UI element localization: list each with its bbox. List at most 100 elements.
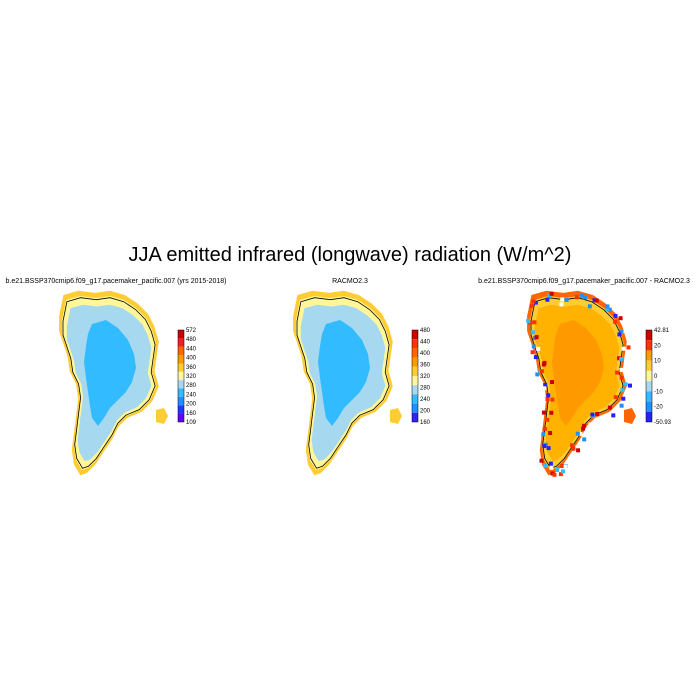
edge-cell: [581, 426, 586, 431]
edge-cell: [539, 369, 544, 374]
edge-cell: [628, 383, 632, 388]
colorbar-bin: [412, 394, 418, 404]
edge-cell: [536, 346, 541, 351]
edge-cell: [620, 388, 625, 393]
edge-cell: [613, 313, 618, 318]
panel-title-racmo: RACMO2.3: [332, 278, 368, 285]
colorbar-bin: [412, 366, 418, 376]
edge-cell: [543, 382, 548, 387]
figure-title: JJA emitted infrared (longwave) radiatio…: [128, 244, 572, 266]
ice-interior-zone: [84, 320, 136, 426]
edge-cell: [541, 410, 546, 415]
edge-cell: [605, 304, 610, 309]
colorbar-label: 572: [186, 328, 197, 334]
edge-cell: [619, 403, 624, 408]
colorbar-frame: [411, 329, 419, 423]
colorbar-frame: [645, 329, 653, 423]
edge-cell: [542, 444, 547, 449]
colorbar-label: 280: [186, 383, 197, 389]
colorbar-bin: [646, 381, 652, 392]
colorbar-bin: [646, 401, 652, 412]
ice-interior-zone: [552, 320, 604, 426]
edge-cell: [605, 307, 609, 311]
colorbar-label: 320: [186, 374, 197, 380]
edge-cell: [579, 293, 584, 298]
edge-cell: [588, 422, 593, 427]
colorbar-bin: [178, 330, 184, 339]
colorbar-label: 440: [420, 340, 431, 346]
edge-cell: [550, 397, 555, 402]
edge-cell: [526, 318, 531, 323]
colorbar-label: 20: [654, 343, 661, 349]
edge-cell: [530, 330, 535, 335]
edge-cell: [547, 293, 552, 298]
edge-cell: [618, 316, 623, 321]
edge-cell: [532, 320, 537, 325]
edge-cell: [607, 307, 612, 312]
edge-cell: [617, 332, 622, 337]
edge-cell: [626, 345, 631, 350]
coastline: [296, 297, 390, 469]
island: [390, 408, 402, 424]
colorbar-bin: [412, 403, 418, 413]
edge-cell: [533, 300, 538, 305]
edge-cell: [582, 437, 587, 442]
colorbar-label: 280: [420, 386, 431, 392]
colorbar-bin: [178, 413, 184, 422]
colorbar-label: 240: [420, 397, 431, 403]
colorbar-label: 160: [186, 411, 197, 417]
edge-cell: [535, 372, 540, 377]
colorbar-label: 0: [654, 374, 658, 380]
colorbar-bin: [646, 411, 652, 422]
colorbar-label: -10: [654, 389, 663, 395]
colorbar-bin: [646, 360, 652, 371]
edge-cell: [531, 344, 536, 349]
colorbar-label: 400: [420, 351, 431, 357]
edge-cell: [559, 302, 564, 307]
edge-cell: [560, 469, 565, 474]
map-racmo: 480 440 400 360 320 280 240 200 160: [293, 290, 431, 476]
colorbar-bin: [178, 405, 184, 414]
edge-cell: [628, 348, 633, 353]
edge-cell: [595, 411, 600, 416]
edge-cell: [552, 472, 557, 477]
edge-cell: [575, 431, 580, 436]
colorbar-label: 400: [186, 356, 197, 362]
edge-cell: [545, 397, 550, 401]
colorbar-label: 109: [186, 420, 197, 426]
edge-cell: [619, 329, 624, 334]
edge-cell: [549, 465, 554, 470]
edge-cell: [571, 446, 576, 451]
map-difference: 42.81 20 10 0 -10 -20 -50.93: [526, 290, 672, 477]
colorbar-bin: [646, 350, 652, 361]
colorbar-bin: [412, 348, 418, 358]
edge-cell: [533, 355, 538, 360]
colorbar-bin: [412, 385, 418, 395]
colorbar-bin: [646, 370, 652, 382]
colorbar-label: 200: [420, 409, 431, 415]
edge-cell: [576, 448, 581, 453]
edge-cell: [545, 417, 550, 422]
panel-racmo: RACMO2.3 480 440 400 360 320 280 240 200 160: [234, 278, 466, 478]
edge-cell: [550, 380, 554, 384]
colorbar-bin: [412, 339, 418, 349]
map-model: 572 480 440 400 360 320 280 240 200 160 109: [59, 290, 197, 476]
edge-cell: [590, 412, 595, 417]
edge-cell: [542, 361, 547, 365]
edge-cell: [594, 298, 599, 303]
edge-cell: [570, 443, 574, 448]
edge-cell: [592, 298, 597, 303]
edge-cell: [624, 355, 629, 360]
edge-cell: [587, 304, 592, 309]
edge-cell: [549, 410, 554, 415]
ice-interior-zone: [318, 320, 370, 426]
colorbar-label: 440: [186, 346, 197, 352]
edge-cell: [555, 468, 560, 472]
edge-cell: [611, 413, 616, 418]
colorbar-bin: [646, 391, 652, 402]
edge-cell: [548, 461, 553, 466]
edge-cell: [574, 295, 579, 300]
colorbar-bin: [412, 357, 418, 367]
colorbar-bin: [646, 330, 652, 341]
colorbar-label: 360: [420, 363, 431, 369]
